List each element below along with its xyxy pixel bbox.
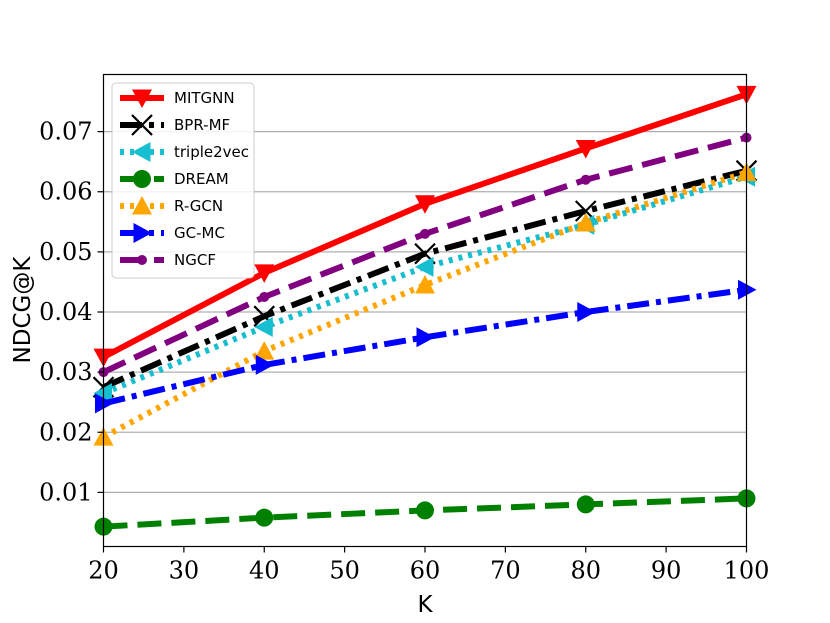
data-point <box>577 302 596 323</box>
y-tick-label: 0.01 <box>39 478 92 506</box>
x-axis-label: K <box>417 592 433 618</box>
series-dream <box>94 489 756 536</box>
legend-item: NGCF <box>120 251 216 269</box>
legend-marker <box>132 142 151 162</box>
x-tick-label: 70 <box>490 557 521 585</box>
y-tick-label: 0.02 <box>39 418 92 446</box>
data-point <box>416 501 434 520</box>
data-point <box>254 264 275 283</box>
legend: MITGNN BPR-MF triple2vec DREAM R-GCN GC-MC NGC… <box>111 82 255 279</box>
y-tick-label: 0.06 <box>39 178 92 206</box>
legend-label: NGCF <box>174 251 216 269</box>
legend-item: GC-MC <box>120 223 225 243</box>
data-point <box>580 174 591 185</box>
legend-item: MITGNN <box>120 89 235 108</box>
data-point <box>255 354 275 375</box>
series-line <box>102 169 748 440</box>
x-tick-label: 100 <box>724 557 770 585</box>
x-tick-label: 30 <box>169 557 200 585</box>
data-point <box>575 213 596 232</box>
legend-label: R-GCN <box>174 197 223 215</box>
y-axis: 0.01 0.02 0.03 0.04 0.05 0.06 0.07 <box>39 118 104 506</box>
legend-label: GC-MC <box>174 224 225 242</box>
legend-item: R-GCN <box>120 196 223 215</box>
legend-marker <box>132 196 152 215</box>
x-tick-label: 90 <box>651 557 682 585</box>
legend-label: DREAM <box>174 170 229 188</box>
legend-item: DREAM <box>120 170 229 188</box>
y-tick-label: 0.03 <box>39 358 92 386</box>
legend-label: triple2vec <box>174 143 249 161</box>
y-tick-label: 0.04 <box>39 298 92 326</box>
legend-marker <box>132 89 152 108</box>
data-point <box>415 274 435 294</box>
legend-marker <box>137 255 147 265</box>
data-point <box>95 393 114 414</box>
legend-item: BPR-MF <box>120 114 230 136</box>
data-point <box>576 495 595 514</box>
legend-label: MITGNN <box>174 89 235 107</box>
x-tick-label: 40 <box>249 557 280 585</box>
legend-marker <box>133 223 152 243</box>
data-point <box>415 195 435 214</box>
legend-marker <box>131 114 153 136</box>
x-tick-label: 60 <box>410 557 441 585</box>
data-point <box>420 228 430 239</box>
data-point <box>254 317 273 338</box>
y-tick-label: 0.07 <box>39 118 92 146</box>
legend-item: triple2vec <box>120 142 249 162</box>
data-point <box>254 341 275 360</box>
series-ngcf <box>98 132 752 378</box>
legend-marker <box>133 170 151 188</box>
y-tick-label: 0.05 <box>39 238 92 266</box>
data-point <box>93 383 112 404</box>
data-point <box>416 327 435 348</box>
x-tick-label: 80 <box>570 557 601 585</box>
series-mitgnn <box>93 85 757 368</box>
x-axis: 20 30 40 50 60 70 80 90 100 <box>88 546 770 585</box>
data-point <box>738 279 757 300</box>
data-point <box>259 291 270 302</box>
data-point <box>415 256 434 277</box>
y-axis-label: NDCG@K <box>10 256 36 364</box>
x-tick-label: 50 <box>329 557 360 585</box>
x-tick-label: 20 <box>88 557 119 585</box>
legend-label: BPR-MF <box>174 116 230 134</box>
series-gc-mc <box>95 279 757 414</box>
data-point <box>255 508 274 527</box>
data-point <box>575 139 596 159</box>
